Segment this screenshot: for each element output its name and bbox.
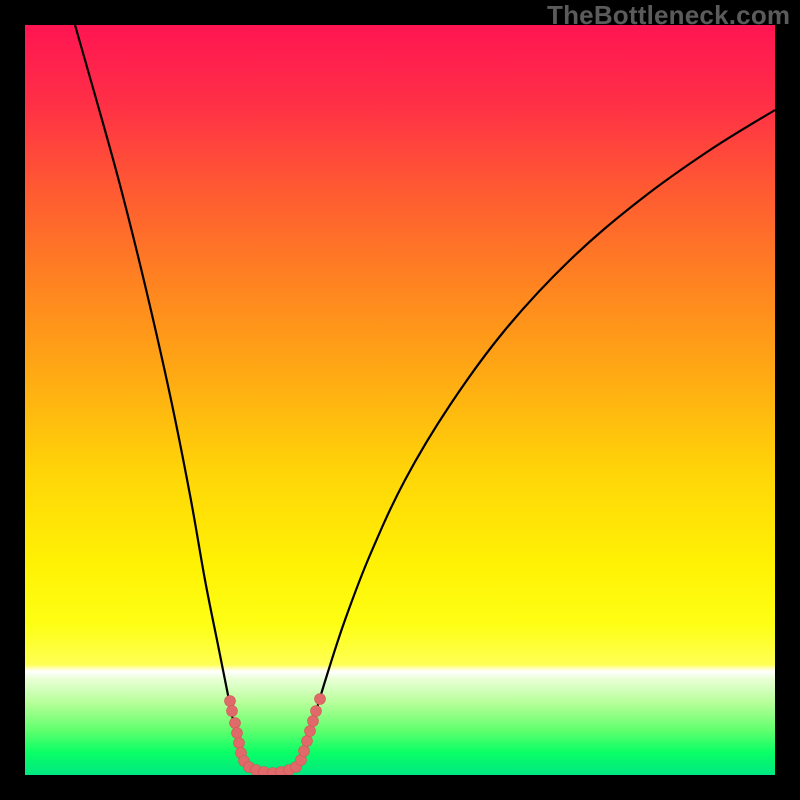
black-frame-border — [0, 0, 800, 800]
watermark-text: TheBottleneck.com — [547, 0, 790, 31]
